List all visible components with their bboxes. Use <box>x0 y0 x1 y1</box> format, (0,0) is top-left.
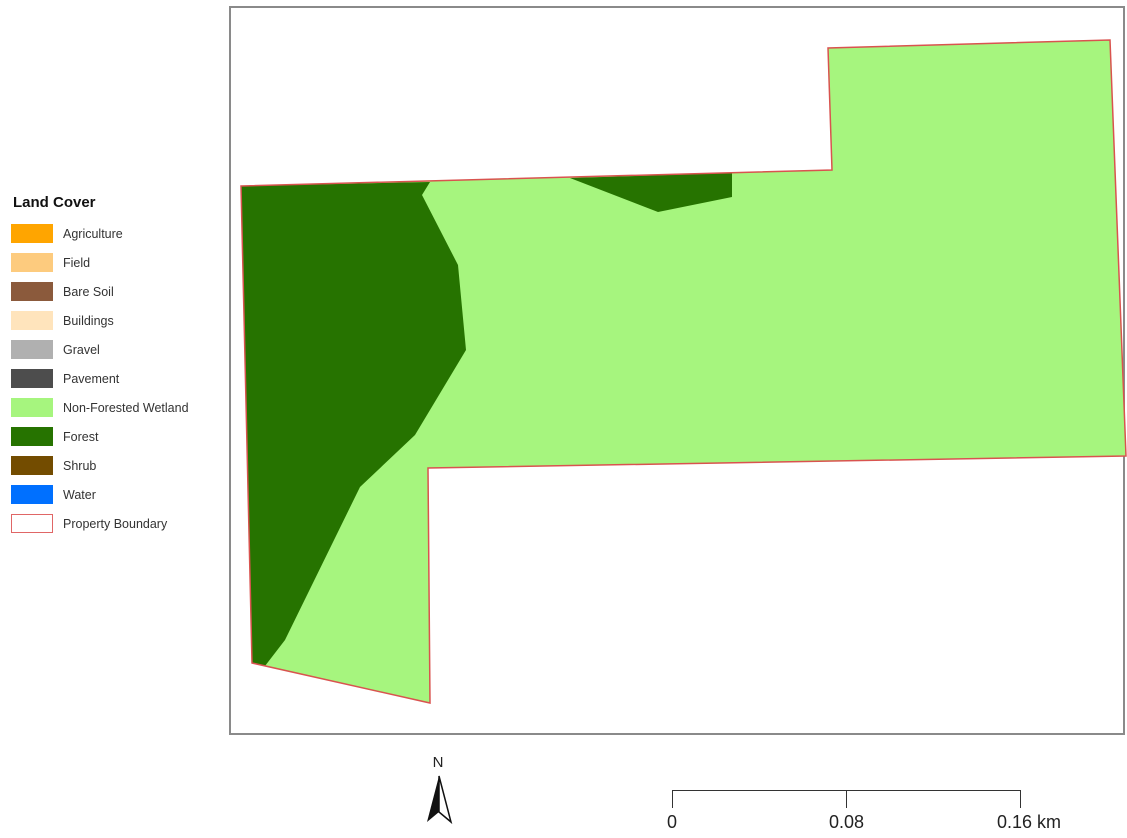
legend-label: Bare Soil <box>63 284 114 299</box>
legend-item: Agriculture <box>11 219 226 248</box>
legend-swatch <box>11 224 53 243</box>
north-arrow: N <box>423 754 463 830</box>
scale-label-0: 0 <box>667 812 678 832</box>
legend-item: Forest <box>11 422 226 451</box>
north-arrow-icon <box>427 775 453 825</box>
legend-label: Shrub <box>63 458 97 473</box>
legend-items: Agriculture Field Bare Soil Buildings Gravel… <box>11 219 226 538</box>
map-legend: Land Cover Agriculture Field Bare Soil Buil… <box>11 193 226 538</box>
non-forested-wetland-area[interactable] <box>241 40 1126 703</box>
legend-swatch <box>11 253 53 272</box>
legend-item: Buildings <box>11 306 226 335</box>
legend-item: Shrub <box>11 451 226 480</box>
scale-tick-2 <box>1020 790 1021 808</box>
legend-swatch <box>11 514 53 533</box>
legend-swatch <box>11 311 53 330</box>
legend-item: Non-Forested Wetland <box>11 393 226 422</box>
north-label: N <box>432 754 444 771</box>
property-boundary[interactable] <box>240 39 1127 704</box>
legend-label: Water <box>63 487 96 502</box>
scale-label-1: 0.08 <box>829 812 865 832</box>
legend-label: Forest <box>63 429 99 444</box>
scale-tick-0 <box>672 790 673 808</box>
legend-swatch <box>11 369 53 388</box>
legend-item: Bare Soil <box>11 277 226 306</box>
legend-swatch <box>11 340 53 359</box>
scale-label-2: 0.16 km <box>997 812 1062 832</box>
legend-item: Pavement <box>11 364 226 393</box>
legend-label: Agriculture <box>63 226 123 241</box>
legend-item: Water <box>11 480 226 509</box>
legend-label: Non-Forested Wetland <box>63 400 189 415</box>
legend-swatch <box>11 456 53 475</box>
legend-swatch <box>11 282 53 301</box>
legend-label: Pavement <box>63 371 120 386</box>
legend-label: Property Boundary <box>63 516 168 531</box>
forest-area-west[interactable] <box>241 182 466 666</box>
legend-item: Property Boundary <box>11 509 226 538</box>
scale-tick-1 <box>846 790 847 808</box>
legend-swatch <box>11 485 53 504</box>
scale-bar: 0 0.08 0.16 km <box>655 780 1115 838</box>
legend-label: Gravel <box>63 342 100 357</box>
legend-label: Buildings <box>63 313 114 328</box>
legend-swatch <box>11 427 53 446</box>
legend-swatch <box>11 398 53 417</box>
legend-label: Field <box>63 255 91 270</box>
forest-area-north[interactable] <box>570 173 732 212</box>
legend-title: Land Cover <box>13 194 96 211</box>
legend-item: Field <box>11 248 226 277</box>
legend-item: Gravel <box>11 335 226 364</box>
